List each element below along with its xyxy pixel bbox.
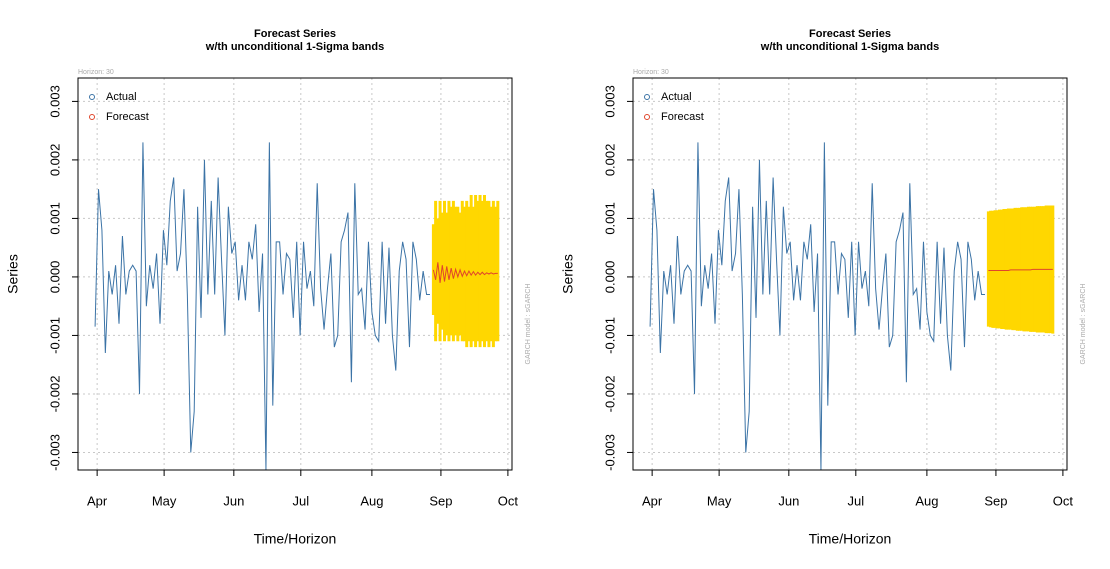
y-tick-label: -0.002 <box>602 376 617 413</box>
y-tick-label: -0.003 <box>47 434 62 471</box>
y-tick-label: 0.003 <box>602 85 617 118</box>
x-tick-label: Sep <box>429 493 452 508</box>
y-tick-label: 0.002 <box>47 144 62 177</box>
y-tick-label: 0.001 <box>602 202 617 235</box>
legend-label: Actual <box>661 91 692 103</box>
chart-title: Forecast Series <box>254 28 336 40</box>
model-note: GARCH model : sGARCH <box>1080 284 1087 365</box>
x-axis-label: Time/Horizon <box>254 531 337 547</box>
legend-label: Actual <box>106 91 137 103</box>
series-line <box>988 268 1053 271</box>
series-line <box>94 142 430 471</box>
x-tick-label: Jul <box>847 493 864 508</box>
horizon-note: Horizon: 30 <box>633 69 669 76</box>
x-tick-label: Apr <box>642 493 663 508</box>
y-tick-label: 0.003 <box>47 85 62 118</box>
x-tick-label: Jul <box>292 493 309 508</box>
series-line <box>649 142 985 471</box>
horizon-note: Horizon: 30 <box>78 69 114 76</box>
y-tick-label: 0.000 <box>47 261 62 294</box>
x-tick-label: Oct <box>498 493 519 508</box>
y-tick-label: 0.002 <box>602 144 617 177</box>
x-tick-label: Jun <box>778 493 799 508</box>
chart-title: Forecast Series <box>809 28 891 40</box>
x-tick-label: Sep <box>984 493 1007 508</box>
chart-subtitle: w/th unconditional 1-Sigma bands <box>205 41 384 53</box>
model-note: GARCH model : sGARCH <box>525 284 532 365</box>
series-line <box>432 262 498 283</box>
plot-frame <box>77 77 513 471</box>
x-axis-label: Time/Horizon <box>809 531 892 547</box>
y-axis-label: Series <box>5 254 21 294</box>
x-tick-label: Aug <box>915 493 938 508</box>
y-tick-label: -0.001 <box>602 317 617 354</box>
x-tick-label: May <box>152 493 177 508</box>
x-tick-label: May <box>707 493 732 508</box>
y-tick-label: -0.003 <box>602 434 617 471</box>
y-tick-label: -0.002 <box>47 376 62 413</box>
x-tick-label: Apr <box>87 493 108 508</box>
y-tick-label: 0.001 <box>47 202 62 235</box>
x-tick-label: Oct <box>1053 493 1074 508</box>
chart-subtitle: w/th unconditional 1-Sigma bands <box>760 41 939 53</box>
legend-marker <box>644 114 650 120</box>
y-axis-label: Series <box>560 254 576 294</box>
legend-label: Forecast <box>661 111 704 123</box>
y-tick-label: 0.000 <box>602 261 617 294</box>
x-tick-label: Jun <box>223 493 244 508</box>
legend-marker <box>644 94 650 100</box>
x-tick-label: Aug <box>360 493 383 508</box>
legend-marker <box>89 114 95 120</box>
legend-marker <box>89 94 95 100</box>
legend-label: Forecast <box>106 111 149 123</box>
plot-frame <box>632 77 1068 471</box>
y-tick-label: -0.001 <box>47 317 62 354</box>
